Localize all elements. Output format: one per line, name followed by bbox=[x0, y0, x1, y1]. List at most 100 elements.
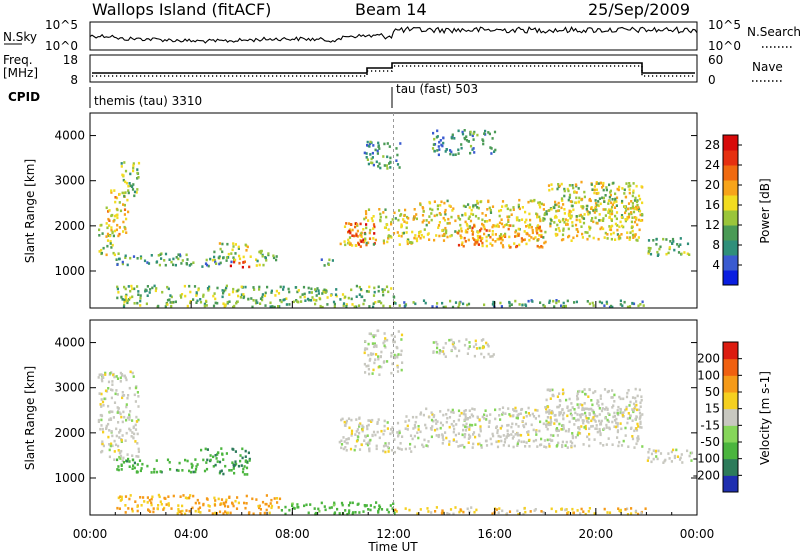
echo-cell bbox=[512, 408, 515, 411]
echo-cell bbox=[568, 196, 571, 199]
echo-cell bbox=[543, 241, 546, 245]
echo-cell bbox=[485, 341, 488, 345]
echo-cell bbox=[609, 228, 613, 232]
echo-cell bbox=[245, 466, 249, 470]
echo-cell bbox=[378, 365, 381, 368]
echo-cell bbox=[190, 262, 193, 266]
echo-cell bbox=[414, 302, 417, 306]
echo-cell bbox=[193, 285, 197, 288]
echo-cell bbox=[285, 297, 288, 300]
echo-cell bbox=[263, 294, 267, 298]
echo-cell bbox=[235, 301, 238, 305]
echo-cell bbox=[540, 233, 543, 237]
echo-cell bbox=[462, 428, 465, 432]
echo-cell bbox=[652, 239, 655, 242]
echo-cell bbox=[395, 510, 398, 513]
echo-cell bbox=[436, 129, 439, 133]
echo-cell bbox=[425, 444, 428, 447]
echo-cell bbox=[461, 213, 464, 217]
echo-cell bbox=[119, 429, 122, 433]
echo-cell bbox=[123, 300, 126, 304]
echo-cell bbox=[302, 285, 306, 289]
echo-cell bbox=[578, 214, 581, 218]
echo-cell bbox=[422, 299, 426, 302]
echo-cell bbox=[469, 151, 472, 155]
echo-cell bbox=[213, 255, 216, 259]
echo-cell bbox=[208, 505, 211, 508]
echo-cell bbox=[133, 432, 136, 436]
echo-cell bbox=[342, 304, 345, 307]
echo-cell bbox=[638, 209, 642, 213]
echo-cell bbox=[199, 511, 202, 514]
echo-cell bbox=[384, 444, 388, 447]
echo-cell bbox=[333, 511, 337, 514]
echo-cell bbox=[261, 295, 264, 299]
echo-cell bbox=[341, 293, 345, 296]
echo-cell bbox=[446, 199, 449, 203]
echo-cell bbox=[501, 235, 504, 239]
echo-cell bbox=[445, 229, 448, 232]
echo-cell bbox=[371, 219, 374, 223]
echo-cell bbox=[99, 403, 102, 406]
echo-cell bbox=[365, 156, 368, 159]
echo-cell bbox=[393, 356, 396, 360]
echo-cell bbox=[527, 412, 530, 415]
echo-cell bbox=[635, 207, 638, 211]
echo-cell bbox=[445, 413, 448, 416]
echo-cell bbox=[383, 344, 386, 348]
echo-cell bbox=[479, 427, 482, 431]
echo-cell bbox=[474, 203, 477, 207]
echo-cell bbox=[125, 231, 128, 234]
echo-cell bbox=[383, 142, 386, 146]
echo-cell bbox=[214, 499, 217, 502]
echo-cell bbox=[618, 185, 621, 189]
echo-cell bbox=[501, 244, 504, 247]
echo-cell bbox=[471, 423, 474, 427]
echo-cell bbox=[178, 461, 181, 465]
echo-cell bbox=[590, 219, 593, 222]
echo-cell bbox=[636, 223, 639, 227]
echo-cell bbox=[361, 424, 364, 428]
echo-cell bbox=[455, 440, 458, 443]
echo-cell bbox=[443, 201, 446, 205]
echo-cell bbox=[478, 434, 481, 438]
echo-cell bbox=[196, 498, 199, 502]
echo-cell bbox=[554, 228, 558, 231]
echo-cell bbox=[612, 415, 615, 419]
echo-cell bbox=[433, 137, 436, 141]
echo-cell bbox=[591, 301, 594, 305]
echo-cell bbox=[604, 214, 607, 217]
colorbar-tick-label: 200 bbox=[697, 352, 720, 366]
echo-cell bbox=[468, 226, 471, 229]
echo-cell bbox=[688, 454, 691, 458]
echo-cell bbox=[488, 229, 491, 232]
echo-cell bbox=[617, 237, 620, 241]
echo-cell bbox=[397, 353, 400, 356]
echo-cell bbox=[123, 194, 126, 198]
echo-cell bbox=[581, 197, 584, 201]
echo-cell bbox=[435, 506, 438, 509]
echo-cell bbox=[115, 196, 119, 200]
echo-cell bbox=[637, 512, 640, 516]
echo-cell bbox=[209, 257, 212, 261]
echo-cell bbox=[581, 403, 584, 407]
echo-cell bbox=[360, 443, 363, 447]
echo-cell bbox=[634, 396, 637, 400]
echo-cell bbox=[567, 511, 570, 514]
nave-trace bbox=[92, 65, 695, 77]
echo-cell bbox=[524, 210, 527, 214]
echo-cell bbox=[345, 305, 348, 308]
echo-cell bbox=[167, 495, 170, 498]
echo-cell bbox=[372, 227, 375, 230]
echo-cell bbox=[554, 418, 557, 422]
echo-cell bbox=[638, 218, 641, 222]
echo-cell bbox=[465, 426, 468, 429]
echo-cell bbox=[372, 223, 376, 226]
echo-cell bbox=[356, 235, 359, 238]
echo-cell bbox=[396, 421, 400, 425]
echo-cell bbox=[549, 224, 552, 228]
echo-cell bbox=[542, 511, 545, 514]
echo-cell bbox=[665, 252, 668, 256]
echo-cell bbox=[629, 231, 632, 234]
echo-cell bbox=[632, 189, 635, 193]
